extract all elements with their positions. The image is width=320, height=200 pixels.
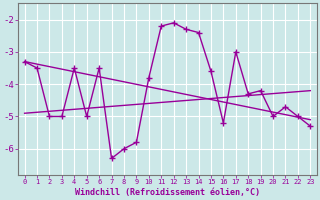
X-axis label: Windchill (Refroidissement éolien,°C): Windchill (Refroidissement éolien,°C) [75,188,260,197]
